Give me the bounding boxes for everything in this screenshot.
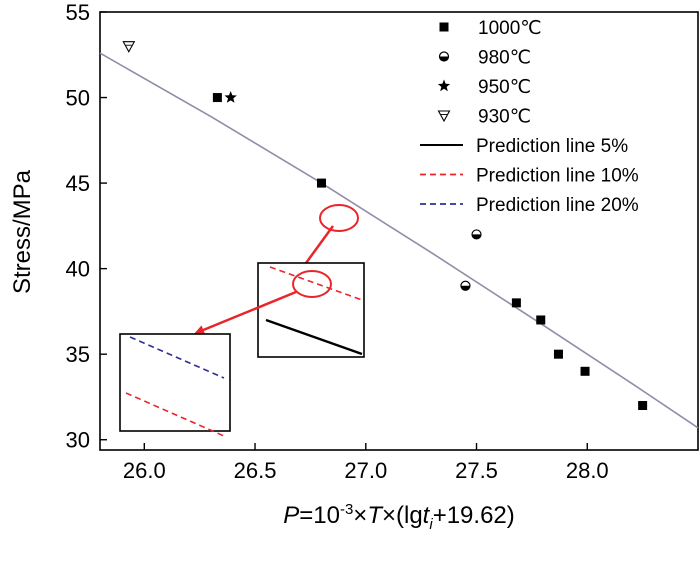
y-tick-label: 35 (66, 342, 90, 367)
x-tick-label: 26.0 (123, 458, 166, 483)
plot-area-frame (99, 11, 699, 451)
inset-box-2 (119, 333, 231, 432)
inset-2-line-20pct (129, 336, 225, 379)
x-axis-title-part: ×(lg (382, 502, 423, 529)
data-point-filled-square (638, 401, 648, 411)
legend-marker-open-triangle-down (437, 110, 451, 123)
legend-marker-filled-square (439, 22, 449, 32)
data-point-open-triangle-down (122, 41, 136, 53)
zoom-annotations (119, 204, 365, 437)
x-axis-title-part: =10 (299, 502, 340, 529)
data-point-half-circle (460, 280, 471, 291)
inset-2-line-10pct (125, 392, 225, 437)
x-tick-label: 27.0 (344, 458, 387, 483)
y-tick-label: 45 (66, 171, 90, 196)
zoom-arrow-2 (194, 290, 297, 335)
x-axis-title-part: P (283, 502, 299, 529)
highlight-ellipse-inset (292, 270, 332, 298)
fit-curve-line (99, 52, 699, 429)
fit-curve-group (99, 52, 699, 429)
axis-ticks: 26.0 26.5 27.0 27.5 28.0 30 35 40 45 50 55 (66, 0, 609, 483)
y-axis-title: Stress/MPa (9, 169, 36, 294)
data-point-star (224, 91, 237, 103)
legend-label: Prediction line 5% (476, 136, 628, 157)
inset-box-1 (257, 262, 365, 358)
legend: 1000℃ 980℃ 950℃ 930℃ Prediction line 5% Predi… (420, 18, 639, 216)
legend-label: 1000℃ (478, 18, 542, 39)
data-points-group (122, 41, 648, 411)
y-tick-label: 50 (66, 86, 90, 111)
x-tick-label: 27.5 (455, 458, 498, 483)
legend-label: 950℃ (478, 77, 531, 98)
legend-label: 930℃ (478, 107, 531, 128)
x-axis-title-part: × (353, 502, 367, 529)
x-axis-title-part: i (429, 516, 433, 533)
legend-label: Prediction line 10% (476, 166, 639, 187)
inset-1-line-10pct (269, 266, 363, 301)
x-axis-title-part: t (423, 502, 431, 529)
x-axis-title-part: T (367, 502, 384, 529)
data-point-filled-square (553, 349, 563, 359)
y-tick-label: 30 (66, 428, 90, 453)
x-axis-title: P=10-3×T×(lgti+19.62) (283, 501, 515, 533)
data-point-filled-square (536, 315, 546, 325)
legend-marker-star (437, 79, 451, 92)
x-axis-title-part: +19.62) (433, 502, 515, 529)
x-tick-label: 26.5 (234, 458, 277, 483)
data-point-filled-square (212, 93, 222, 103)
legend-label: Prediction line 20% (476, 195, 639, 216)
inset-1-line-5pct (265, 318, 363, 356)
x-axis-title-part: -3 (340, 501, 353, 518)
data-point-filled-square (511, 298, 521, 308)
legend-marker-half-circle (438, 51, 450, 62)
y-tick-label: 40 (66, 257, 90, 282)
data-point-filled-square (580, 366, 590, 376)
x-tick-label: 28.0 (566, 458, 609, 483)
highlight-ellipse-main (319, 204, 359, 232)
legend-label: 980℃ (478, 48, 531, 69)
data-point-half-circle (471, 229, 482, 240)
y-tick-label: 55 (66, 0, 90, 25)
data-point-filled-square (316, 178, 326, 188)
